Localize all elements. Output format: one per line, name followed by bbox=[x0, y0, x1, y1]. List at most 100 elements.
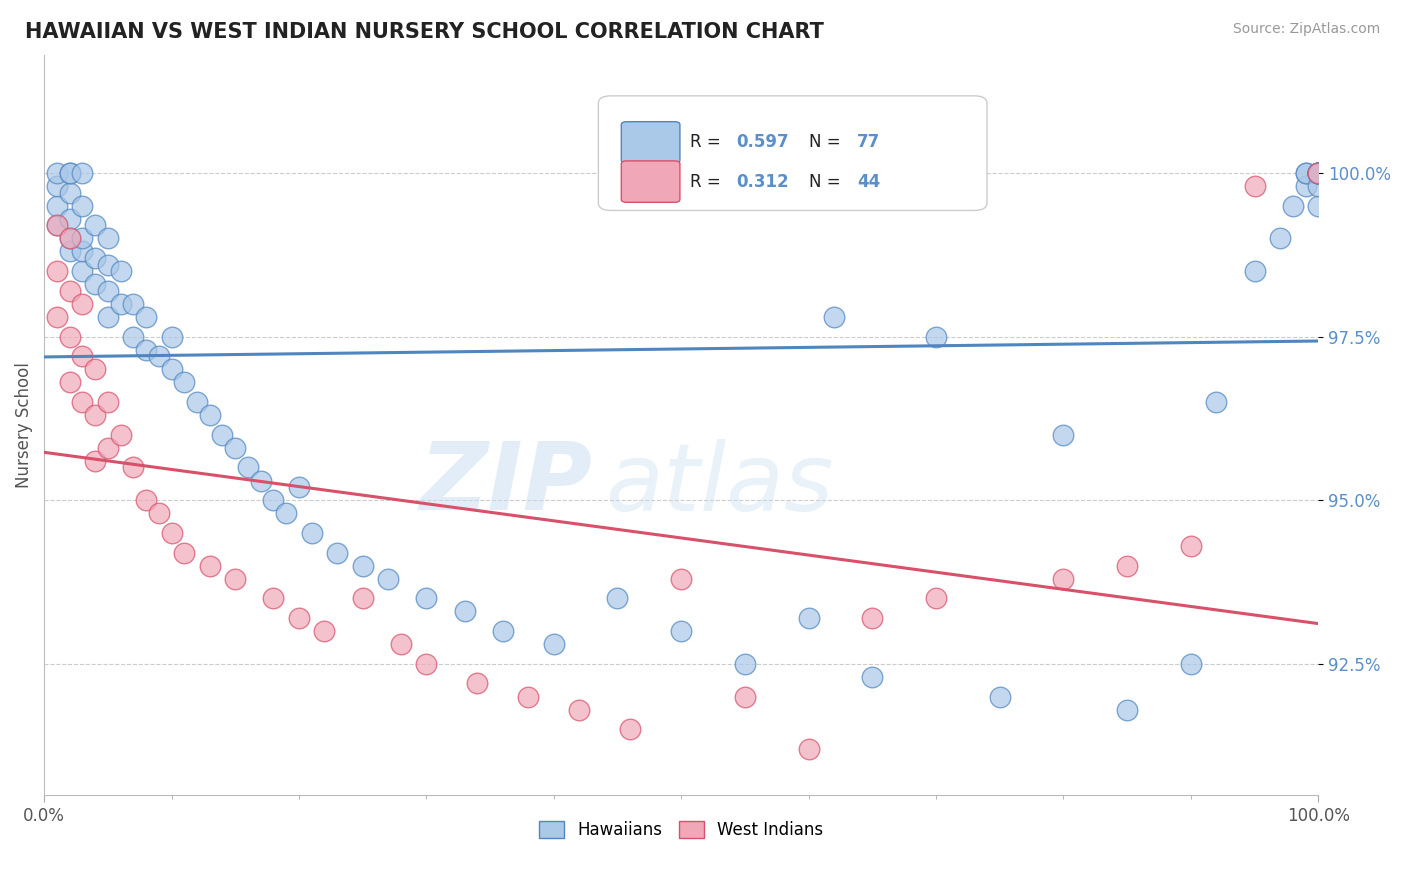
Point bbox=[1308, 166, 1330, 180]
Point bbox=[122, 460, 145, 475]
Text: N =: N = bbox=[808, 134, 845, 152]
Point bbox=[45, 264, 67, 278]
Point bbox=[1295, 166, 1317, 180]
Point bbox=[160, 362, 183, 376]
Point bbox=[1308, 166, 1330, 180]
Point bbox=[58, 166, 80, 180]
Point bbox=[415, 591, 437, 606]
Point bbox=[734, 657, 756, 671]
Point bbox=[148, 349, 170, 363]
Point bbox=[1295, 166, 1317, 180]
Text: 0.597: 0.597 bbox=[735, 134, 789, 152]
Text: ZIP: ZIP bbox=[419, 438, 592, 530]
Point bbox=[173, 545, 195, 559]
Point bbox=[1308, 166, 1330, 180]
Point bbox=[249, 474, 271, 488]
Point bbox=[72, 264, 94, 278]
Point bbox=[669, 572, 692, 586]
Point bbox=[1116, 558, 1139, 573]
Point bbox=[84, 277, 107, 292]
Point bbox=[988, 807, 1011, 822]
Point bbox=[110, 297, 132, 311]
Point bbox=[988, 690, 1011, 704]
Y-axis label: Nursery School: Nursery School bbox=[15, 362, 32, 488]
Point bbox=[72, 199, 94, 213]
Point bbox=[97, 284, 120, 298]
Point bbox=[110, 264, 132, 278]
Point bbox=[58, 284, 80, 298]
Point bbox=[45, 199, 67, 213]
Point bbox=[823, 310, 845, 324]
Text: R =: R = bbox=[690, 134, 725, 152]
Point bbox=[568, 703, 591, 717]
Point bbox=[122, 297, 145, 311]
Point bbox=[734, 690, 756, 704]
Point bbox=[860, 611, 883, 625]
Point bbox=[1243, 179, 1265, 194]
Point bbox=[465, 676, 488, 690]
Text: HAWAIIAN VS WEST INDIAN NURSERY SCHOOL CORRELATION CHART: HAWAIIAN VS WEST INDIAN NURSERY SCHOOL C… bbox=[25, 22, 824, 42]
Point bbox=[1180, 539, 1202, 553]
Point bbox=[1243, 264, 1265, 278]
Point bbox=[389, 637, 412, 651]
Point bbox=[925, 329, 948, 343]
Point bbox=[1295, 179, 1317, 194]
Point bbox=[45, 219, 67, 233]
Point bbox=[72, 349, 94, 363]
Point bbox=[543, 637, 565, 651]
Point bbox=[1308, 199, 1330, 213]
Point bbox=[1308, 179, 1330, 194]
Point bbox=[352, 558, 374, 573]
Point bbox=[186, 395, 208, 409]
Point bbox=[415, 657, 437, 671]
Point bbox=[45, 219, 67, 233]
Point bbox=[122, 329, 145, 343]
Point bbox=[110, 427, 132, 442]
Point bbox=[860, 670, 883, 684]
Point bbox=[1116, 703, 1139, 717]
Point bbox=[453, 604, 475, 618]
Text: Source: ZipAtlas.com: Source: ZipAtlas.com bbox=[1233, 22, 1381, 37]
Point bbox=[84, 362, 107, 376]
Point bbox=[1268, 231, 1291, 245]
Point bbox=[669, 624, 692, 638]
Point bbox=[1308, 166, 1330, 180]
Point bbox=[72, 166, 94, 180]
Point bbox=[1308, 166, 1330, 180]
Point bbox=[135, 343, 157, 357]
Point bbox=[45, 179, 67, 194]
Point bbox=[97, 395, 120, 409]
Point bbox=[97, 310, 120, 324]
Point bbox=[58, 329, 80, 343]
Text: N =: N = bbox=[808, 173, 845, 191]
Point bbox=[301, 525, 323, 540]
Point bbox=[1308, 166, 1330, 180]
Point bbox=[84, 251, 107, 265]
Point bbox=[84, 219, 107, 233]
Point bbox=[58, 231, 80, 245]
Point bbox=[1052, 427, 1074, 442]
Text: 77: 77 bbox=[858, 134, 880, 152]
Text: atlas: atlas bbox=[605, 439, 832, 530]
Point bbox=[224, 441, 246, 455]
Point bbox=[314, 624, 336, 638]
Legend: Hawaiians, West Indians: Hawaiians, West Indians bbox=[533, 814, 830, 846]
Point bbox=[72, 231, 94, 245]
Point bbox=[352, 591, 374, 606]
Point bbox=[1281, 199, 1303, 213]
Point bbox=[288, 480, 311, 494]
Point bbox=[84, 408, 107, 422]
Point bbox=[72, 244, 94, 259]
Point bbox=[1308, 166, 1330, 180]
Point bbox=[211, 427, 233, 442]
Point bbox=[377, 572, 399, 586]
Point bbox=[224, 572, 246, 586]
FancyBboxPatch shape bbox=[621, 161, 681, 202]
Point bbox=[1052, 572, 1074, 586]
FancyBboxPatch shape bbox=[621, 121, 681, 163]
Point bbox=[276, 506, 298, 520]
Point bbox=[606, 591, 628, 606]
Point bbox=[492, 624, 515, 638]
Point bbox=[198, 558, 221, 573]
Point bbox=[1308, 166, 1330, 180]
